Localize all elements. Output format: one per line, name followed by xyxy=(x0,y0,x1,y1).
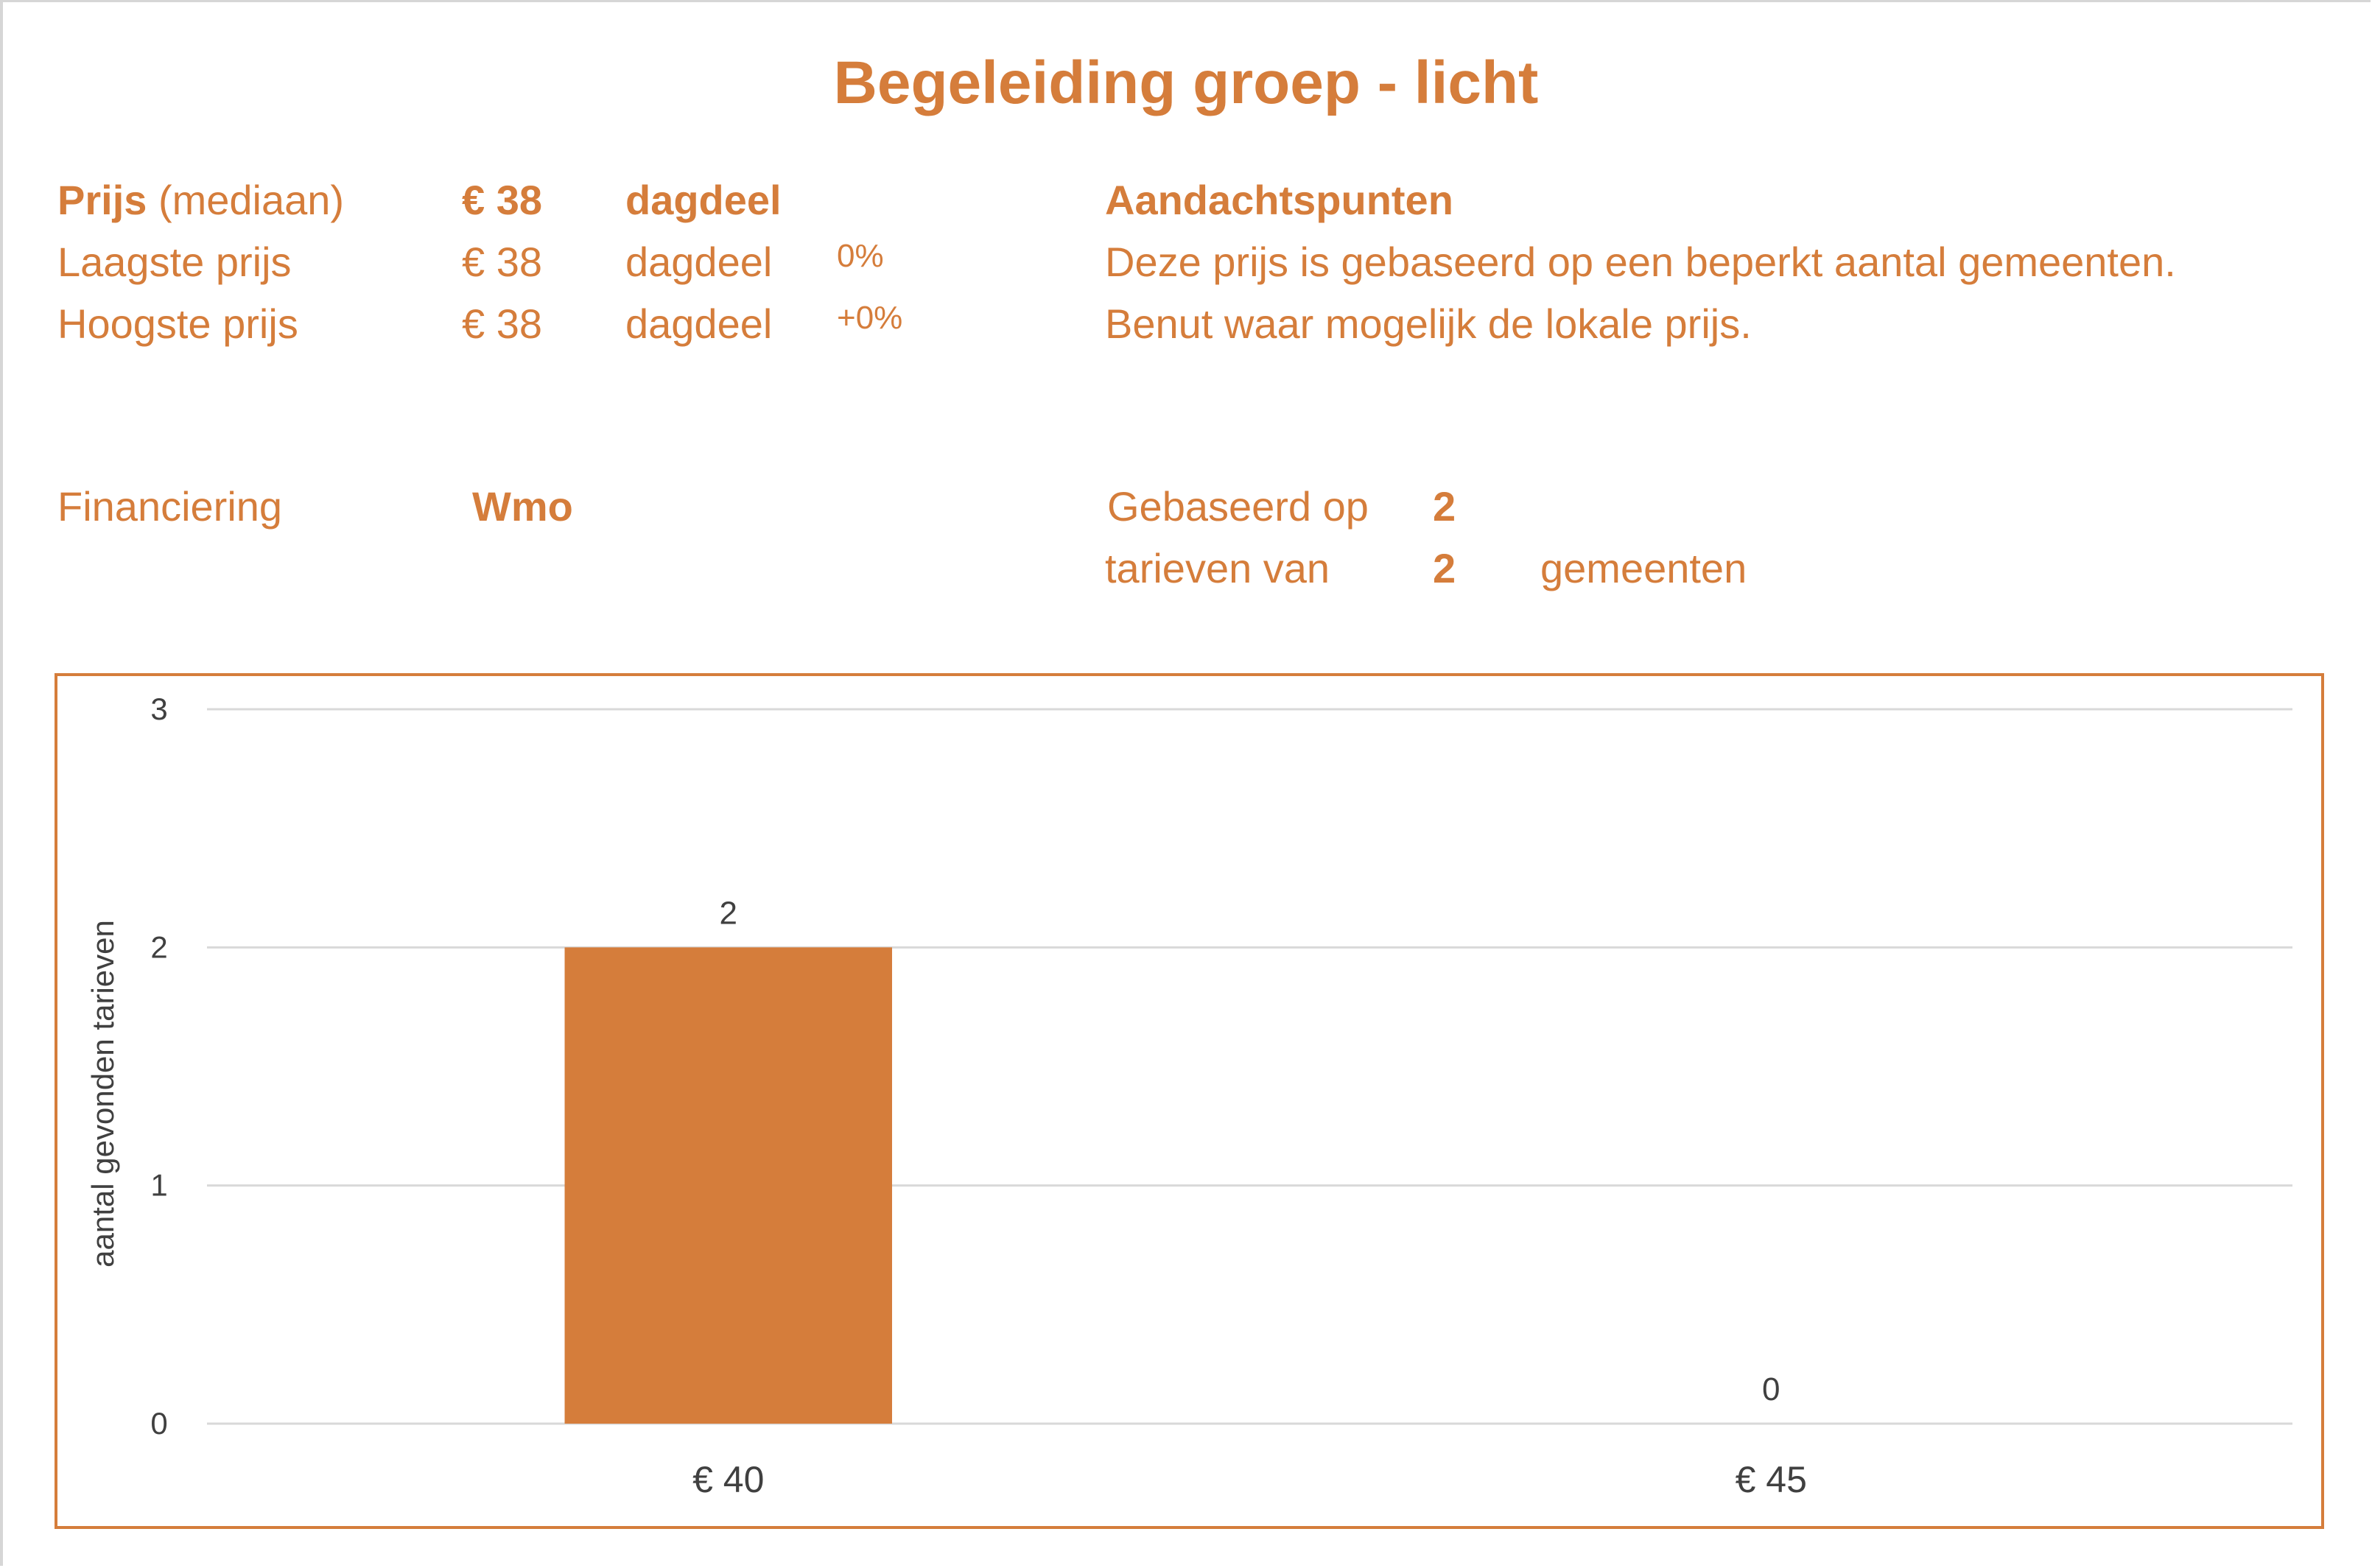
low-price-label: Laagste prijs xyxy=(57,239,292,285)
x-tick-label: € 40 xyxy=(692,1459,764,1500)
median-price-label: Prijs (mediaan) xyxy=(57,180,344,221)
basis-count-2: 2 xyxy=(1433,545,1456,591)
median-price-unit: dagdeel xyxy=(625,177,782,223)
page-title: Begeleiding groep - licht xyxy=(833,49,1539,116)
basis-label-1: Gebaseerd op xyxy=(1107,483,1369,530)
notes-heading: Aandachtspunten xyxy=(1105,177,1453,223)
data-label: 2 xyxy=(720,895,737,931)
bar xyxy=(564,947,892,1424)
basis-label-3: gemeenten xyxy=(1540,545,1747,591)
low-price-pct: 0% xyxy=(837,238,884,274)
median-sub: (mediaan) xyxy=(158,177,345,223)
financing-label: Financiering xyxy=(57,483,283,530)
high-price-label: Hoogste prijs xyxy=(57,300,298,347)
high-price-unit: dagdeel xyxy=(625,300,773,347)
y-tick-label: 0 xyxy=(150,1406,167,1441)
median-label: Prijs xyxy=(57,177,147,223)
y-tick-label: 3 xyxy=(150,692,167,726)
median-price-value: € 38 xyxy=(462,177,542,223)
y-tick-label: 1 xyxy=(150,1168,167,1203)
notes-line-2: Benut waar mogelijk de lokale prijs. xyxy=(1105,300,1752,347)
high-price-pct: +0% xyxy=(837,300,903,336)
data-label: 0 xyxy=(1762,1371,1780,1407)
chart-container xyxy=(55,673,2324,1529)
notes-line-1: Deze prijs is gebaseerd op een beperkt a… xyxy=(1105,239,2176,285)
low-price-unit: dagdeel xyxy=(625,239,773,285)
financing-value: Wmo xyxy=(472,483,573,530)
y-tick-label: 2 xyxy=(150,929,167,964)
y-axis-title: aantal gevonden tarieven xyxy=(85,920,120,1268)
x-tick-label: € 45 xyxy=(1736,1459,1807,1500)
basis-label-2: tarieven van xyxy=(1105,545,1330,591)
low-price-value: € 38 xyxy=(462,239,542,285)
high-price-value: € 38 xyxy=(462,300,542,347)
basis-count-1: 2 xyxy=(1433,483,1456,530)
